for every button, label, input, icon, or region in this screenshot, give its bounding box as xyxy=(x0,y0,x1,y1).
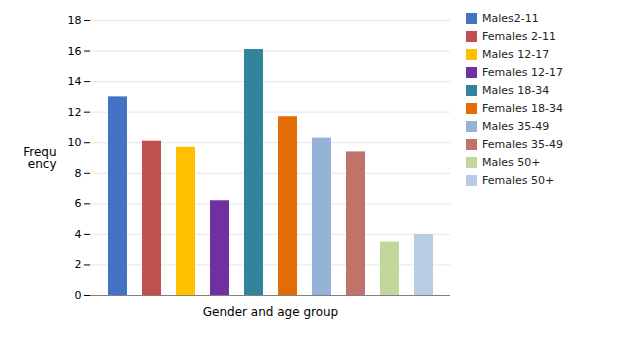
svg-text:16: 16 xyxy=(68,45,82,58)
svg-text:0: 0 xyxy=(75,289,82,302)
html-text:Females 18-34: Females 18-34 xyxy=(482,102,563,115)
html-text:Females 50+: Females 50+ xyxy=(482,174,555,187)
html-text:Females 12-17: Females 12-17 xyxy=(482,66,563,79)
html-text:Males 35-49: Males 35-49 xyxy=(482,120,550,133)
svg-text:6: 6 xyxy=(75,197,82,210)
svg-text:18: 18 xyxy=(68,14,82,27)
html-text:Females 35-49: Females 35-49 xyxy=(482,138,563,151)
svg-text:10: 10 xyxy=(68,136,82,149)
html-text:Females 2-11: Females 2-11 xyxy=(482,30,556,43)
svg-text:2: 2 xyxy=(75,258,82,271)
svg-text:8: 8 xyxy=(75,167,82,180)
html-text:Males 18-34: Males 18-34 xyxy=(482,84,550,97)
svg-text:14: 14 xyxy=(68,75,82,88)
svg-text:Gender and age group: Gender and age group xyxy=(203,305,338,319)
html-text:Males 12-17: Males 12-17 xyxy=(482,48,550,61)
svg-text:4: 4 xyxy=(75,228,82,241)
html-text:Males 50+: Males 50+ xyxy=(482,156,541,169)
svg-text:12: 12 xyxy=(68,106,82,119)
svg-text:Frequency: Frequency xyxy=(23,145,56,171)
html-text:Males2-11: Males2-11 xyxy=(482,12,539,25)
